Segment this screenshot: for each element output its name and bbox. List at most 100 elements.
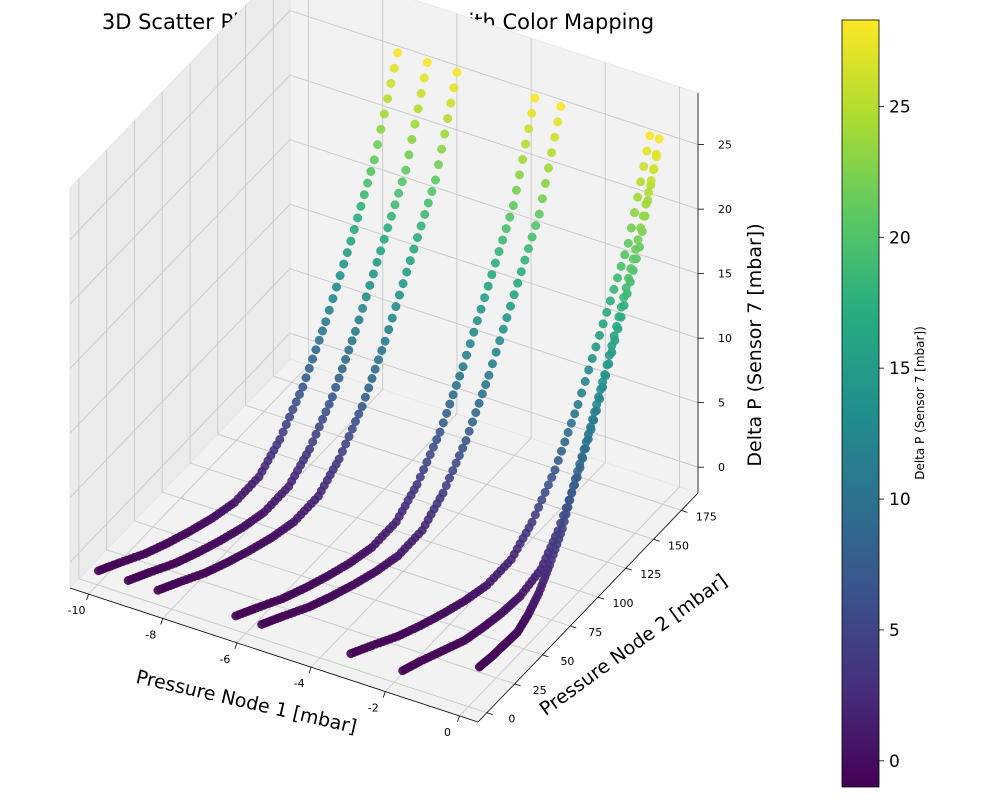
data-point (654, 134, 664, 144)
data-point (370, 364, 380, 374)
data-point (407, 135, 417, 144)
data-point (351, 417, 360, 426)
data-point (474, 398, 484, 408)
data-point (415, 472, 425, 482)
data-point (501, 224, 511, 234)
data-point (566, 418, 576, 428)
x-tick-mark (308, 667, 312, 674)
data-point (386, 79, 396, 88)
data-point (524, 124, 534, 134)
data-point (394, 188, 404, 198)
data-point (575, 459, 585, 469)
data-point (570, 409, 580, 419)
data-point (591, 342, 601, 352)
data-point (376, 246, 386, 256)
data-point (448, 390, 458, 400)
data-point (443, 114, 453, 123)
data-point (354, 409, 364, 419)
data-point (527, 108, 537, 118)
data-point (598, 319, 608, 329)
x-axis-line (69, 587, 479, 723)
z-tick-label: 5 (718, 397, 725, 410)
data-point (318, 326, 327, 336)
data-point (367, 374, 377, 383)
data-point (616, 261, 626, 271)
colorbar: 0 5 10 15 20 25 Delta P (Sensor 7 [mbar]) (841, 19, 927, 788)
data-point (387, 313, 397, 323)
data-point (328, 294, 338, 304)
data-point (577, 388, 587, 398)
data-point (595, 330, 604, 340)
data-point (321, 407, 331, 417)
data-point (541, 178, 550, 188)
data-point (398, 666, 408, 676)
data-point (416, 221, 426, 231)
y-tick-mark (570, 625, 577, 629)
data-point (318, 414, 328, 424)
data-point (311, 429, 321, 439)
data-point (596, 385, 606, 394)
data-point (509, 290, 519, 300)
data-point (621, 283, 631, 293)
x-tick-label: -10 (68, 604, 86, 617)
data-point (380, 336, 390, 346)
data-point (474, 662, 484, 672)
y-tick-mark (653, 538, 660, 542)
data-point (639, 162, 649, 171)
colorbar-tick-label: 0 (889, 752, 900, 772)
colorbar-tick-label: 15 (889, 359, 911, 379)
data-point (609, 284, 619, 294)
data-point (600, 370, 610, 380)
data-point (612, 321, 622, 331)
x-tick-mark (457, 715, 460, 723)
data-point (311, 345, 321, 355)
data-point (483, 281, 493, 291)
data-point (257, 619, 267, 629)
data-point (452, 67, 462, 77)
data-point (476, 304, 486, 314)
data-point (365, 280, 375, 290)
data-point (530, 510, 540, 520)
data-point (366, 167, 376, 176)
x-grid-line (162, 0, 384, 619)
data-point (609, 331, 619, 341)
data-point (624, 273, 633, 283)
data-point (614, 312, 624, 322)
data-point (419, 73, 429, 83)
data-point (602, 360, 612, 370)
data-point (454, 451, 464, 461)
data-point (588, 414, 598, 424)
data-point (521, 139, 531, 149)
data-point (449, 83, 459, 93)
data-point (384, 325, 394, 335)
y-tick-mark (625, 567, 632, 571)
data-point (409, 244, 419, 254)
data-point (508, 201, 518, 211)
x-tick-label: -4 (294, 677, 305, 690)
data-point (537, 194, 547, 204)
x-grid-line (459, 86, 680, 717)
data-point (321, 317, 331, 327)
data-point (304, 363, 314, 373)
data-point (419, 465, 429, 475)
data-point (550, 465, 560, 475)
data-point (428, 442, 438, 452)
y-tick-label: 150 (668, 539, 689, 552)
data-point (633, 192, 643, 202)
data-point (592, 400, 602, 409)
y-tick-label: 50 (560, 655, 574, 668)
data-point (353, 213, 363, 223)
data-point (448, 466, 458, 476)
data-point (404, 150, 414, 160)
data-point (413, 104, 423, 114)
y-grid-line (78, 178, 488, 714)
data-point (455, 371, 465, 381)
data-point (491, 347, 501, 357)
data-point (584, 365, 594, 375)
x-tick-label: -2 (368, 702, 379, 715)
data-point (397, 177, 407, 187)
z-grid-line (69, 268, 699, 499)
data-point (358, 303, 368, 313)
data-point (291, 397, 301, 407)
data-point (488, 359, 497, 369)
